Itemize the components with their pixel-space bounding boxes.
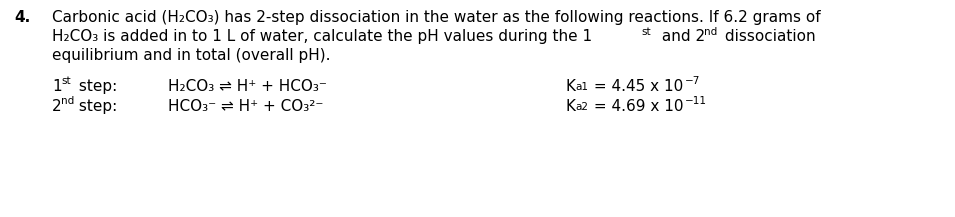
Text: 1: 1 [52, 79, 62, 94]
Text: −11: −11 [685, 96, 707, 106]
Text: = 4.45 x 10: = 4.45 x 10 [589, 79, 683, 94]
Text: and 2: and 2 [657, 29, 705, 44]
Text: step:: step: [74, 99, 117, 114]
Text: 4.: 4. [14, 10, 31, 25]
Text: K: K [565, 99, 575, 114]
Text: dissociation: dissociation [720, 29, 816, 44]
Text: st: st [641, 27, 650, 37]
Text: nd: nd [704, 27, 717, 37]
Text: st: st [61, 76, 71, 86]
Text: 2: 2 [52, 99, 62, 114]
Text: nd: nd [61, 96, 74, 106]
Text: H₂CO₃ ⇌ H⁺ + HCO₃⁻: H₂CO₃ ⇌ H⁺ + HCO₃⁻ [168, 79, 327, 94]
Text: step:: step: [74, 79, 117, 94]
Text: a1: a1 [575, 82, 588, 92]
Text: = 4.69 x 10: = 4.69 x 10 [589, 99, 684, 114]
Text: K: K [565, 79, 575, 94]
Text: a2: a2 [575, 102, 588, 112]
Text: −7: −7 [685, 76, 700, 86]
Text: H₂CO₃ is added in to 1 L of water, calculate the pH values during the 1: H₂CO₃ is added in to 1 L of water, calcu… [52, 29, 592, 44]
Text: Carbonic acid (H₂CO₃) has 2-step dissociation in the water as the following reac: Carbonic acid (H₂CO₃) has 2-step dissoci… [52, 10, 820, 25]
Text: HCO₃⁻ ⇌ H⁺ + CO₃²⁻: HCO₃⁻ ⇌ H⁺ + CO₃²⁻ [168, 99, 324, 114]
Text: equilibrium and in total (overall pH).: equilibrium and in total (overall pH). [52, 48, 330, 63]
